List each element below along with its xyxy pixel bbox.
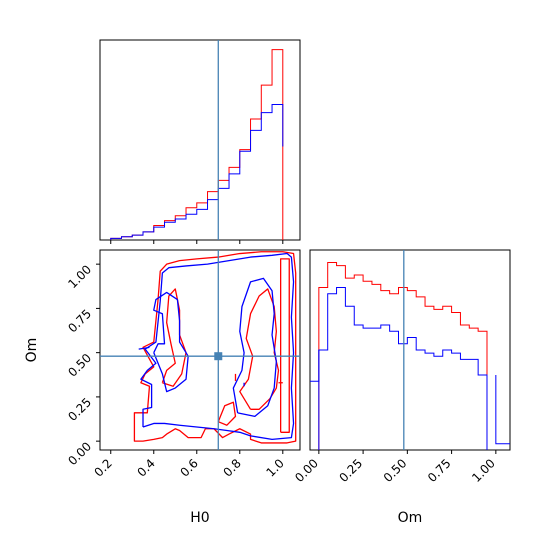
joint-blue-contour-dash — [138, 346, 150, 350]
x-axis-label-om: Om — [398, 510, 423, 526]
hist-om-blue-left-tail — [310, 350, 320, 382]
hist-om-frame — [309, 249, 511, 451]
joint-y-tick-label: 0.00 — [65, 439, 94, 468]
x-axis-label-h0: H0 — [190, 510, 209, 526]
joint-y-tick-label: 1.00 — [65, 262, 94, 291]
hist-om-red-series — [318, 262, 488, 450]
joint-red-contour-inner-left — [161, 288, 187, 387]
joint-red-contour-small-1 — [217, 401, 237, 426]
joint-frame — [99, 249, 301, 451]
joint-x-tick-label: 1.0 — [264, 456, 287, 479]
joint-red-contour-inner-right — [239, 288, 280, 410]
hist-om-tick-label: 0.75 — [425, 456, 454, 485]
joint-panel: 0.2 0.4 0.6 0.8 1.0 0.000.250.500.751.00 H0 … — [24, 249, 301, 526]
y-axis-label-om: Om — [24, 338, 40, 363]
hist-om-tick-label: 0.50 — [381, 456, 410, 485]
hist-h0-blue-series — [110, 104, 284, 240]
hist-h0-panel — [99, 39, 301, 244]
joint-red-contour-edge — [279, 258, 290, 433]
joint-x-tick-label: 0.6 — [177, 456, 200, 479]
hist-om-blue-series — [318, 287, 488, 450]
hist-om-tick-label: 0.00 — [292, 456, 321, 485]
joint-blue-contour-inner-left — [153, 291, 189, 393]
hist-om-tick-label: 0.25 — [336, 456, 365, 485]
joint-truth-marker — [214, 352, 223, 361]
joint-blue-contour-inner-right — [232, 277, 277, 418]
joint-y-tick-label: 0.50 — [65, 351, 94, 380]
hist-om-tick-label: 1.00 — [469, 456, 498, 485]
joint-x-tick-label: 0.8 — [221, 456, 244, 479]
hist-om-blue-right-tail — [495, 375, 510, 445]
joint-x-tick-label: 0.4 — [134, 456, 157, 479]
joint-x-tick-label: 0.2 — [91, 456, 114, 479]
hist-h0-frame — [99, 39, 301, 241]
joint-blue-contour-outer — [140, 252, 295, 441]
hist-om-panel: 0.00 0.25 0.50 0.75 1.00 Om — [292, 249, 511, 526]
joint-y-tick-label: 0.25 — [65, 395, 94, 424]
joint-red-contour-outer — [133, 251, 297, 444]
joint-y-tick-label: 0.75 — [65, 307, 94, 336]
